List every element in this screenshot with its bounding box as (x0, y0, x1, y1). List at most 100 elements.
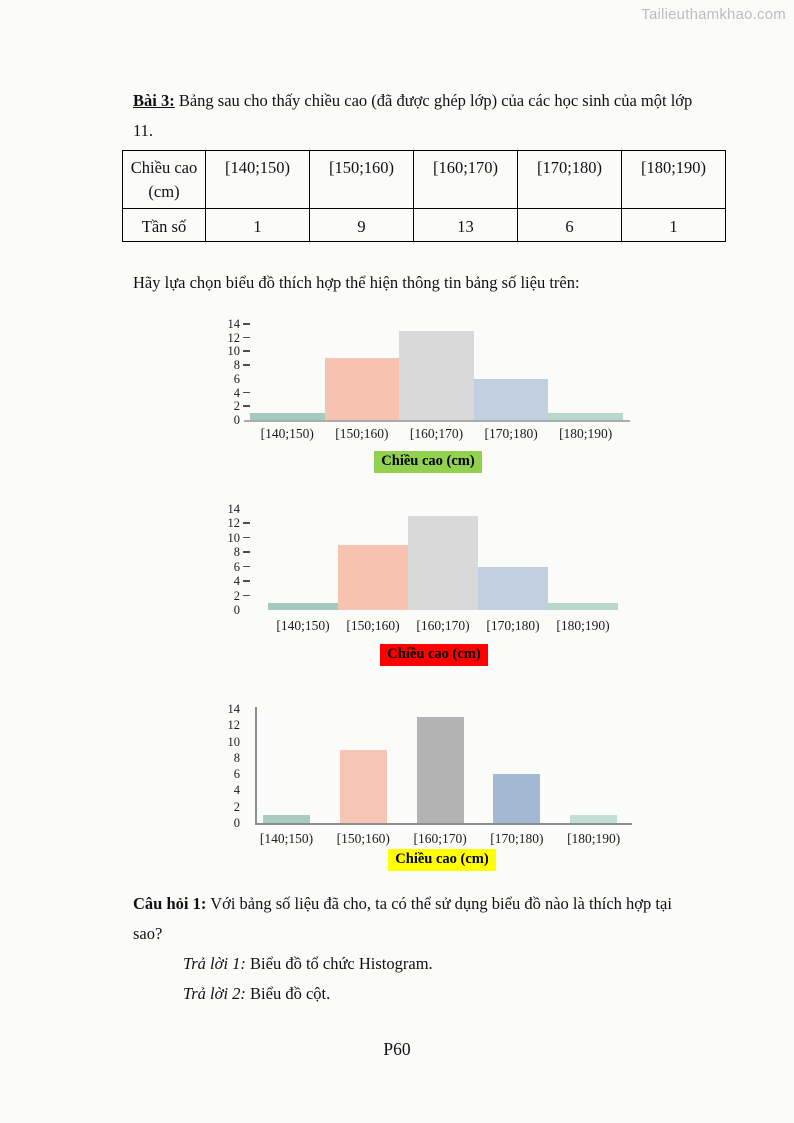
y-axis-tick-label: 10 (227, 734, 241, 749)
x-axis-tick-label: [150;160) (335, 426, 389, 441)
y-axis-tick-label: 0 (233, 413, 240, 427)
watermark: Tailieuthamkhao.com (641, 6, 786, 23)
frequency-cell: 9 (309, 208, 414, 242)
x-axis-tick-label: [160;170) (409, 426, 464, 441)
x-axis-title: Chiều cao (cm) (242, 644, 626, 666)
chart-prompt-text: Hãy lựa chọn biểu đồ thích hợp thể hiện … (133, 273, 580, 292)
x-axis-tick-label: [150;160) (346, 618, 400, 633)
x-axis-tick-label: [140;150) (259, 831, 314, 846)
bar (338, 545, 408, 610)
x-axis-tick-label: [160;170) (416, 618, 470, 633)
bar (399, 330, 474, 420)
bar (339, 749, 387, 823)
answer-1-label: Trả lời 1: (183, 954, 246, 973)
y-axis-tick-mark (243, 364, 250, 366)
bar (473, 378, 549, 420)
table-header-cell: Chiều cao (cm) (122, 150, 206, 209)
exercise-intro-text: Bảng sau cho thấy chiều cao (đã được ghé… (133, 91, 693, 140)
y-axis-tick-label: 14 (227, 317, 241, 331)
interval-cell: [150;160) (309, 150, 414, 209)
axis-title-label: Chiều cao (cm) (374, 451, 482, 473)
bar (548, 602, 618, 610)
frequency-table: Chiều cao (cm) [140;150) [150;160) [160;… (122, 150, 726, 242)
axis-title-label: Chiều cao (cm) (380, 644, 488, 666)
x-axis-tick-label: [140;150) (276, 618, 330, 633)
x-axis-tick-label: [180;190) (567, 831, 621, 846)
y-axis-tick-mark (243, 405, 250, 407)
chart-2-histogram-red-label: 0 2 4 6 8 10 12 14 [140;150) [150;160) [160;170) [1… (212, 502, 634, 678)
y-axis-tick-label: 14 (227, 702, 241, 716)
y-axis-tick-label: 10 (227, 530, 241, 545)
y-axis-tick-mark (243, 536, 250, 539)
frequency-cell: 6 (517, 208, 622, 242)
frequency-cell: 1 (205, 208, 310, 242)
axis-title-label: Chiều cao (cm) (388, 849, 496, 871)
y-axis-tick-mark (243, 580, 250, 582)
y-axis-tick-mark (243, 565, 250, 568)
row-label-cell: Tần số (122, 208, 206, 242)
y-axis-tick-label: 8 (233, 750, 240, 765)
y-axis-tick-mark (243, 594, 250, 597)
y-axis-tick-mark (243, 522, 250, 525)
header-label-line1: Chiều cao (130, 157, 198, 177)
answer-1: Trả lời 1: Biểu đồ tổ chức Histogram. (183, 949, 683, 979)
x-axis-tick-label: [180;190) (559, 426, 613, 441)
answer-2-label: Trả lời 2: (183, 984, 246, 1003)
interval-cell: [140;150) (205, 150, 310, 209)
bar (548, 413, 623, 420)
y-axis-tick-label: 6 (233, 559, 240, 574)
bar (478, 566, 548, 610)
chart-1-histogram-green-label: 0 2 4 6 8 10 12 14 [140;150) [150;160) [160;170) [1… (212, 317, 634, 485)
table-frequency-row: Tần số 1 9 13 6 1 (122, 208, 726, 242)
answer-2: Trả lời 2: Biểu đồ cột. (183, 979, 683, 1009)
bar (250, 413, 325, 420)
y-axis-tick-label: 4 (233, 385, 240, 400)
bar (416, 717, 464, 823)
interval-cell: [170;180) (517, 150, 622, 209)
x-axis-tick-label: [170;180) (486, 618, 540, 633)
bar (493, 774, 541, 823)
x-axis-tick-label: [170;180) (484, 426, 538, 441)
question-text: Với bảng số liệu đã cho, ta có thể sử dụ… (133, 894, 672, 943)
y-axis-tick-label: 8 (233, 545, 240, 560)
y-axis-tick-mark (243, 551, 250, 553)
bar (570, 814, 618, 823)
y-axis-tick-label: 2 (233, 799, 240, 814)
table-header-row: Chiều cao (cm) [140;150) [150;160) [160;… (122, 150, 726, 209)
x-axis-tick-label: [180;190) (556, 618, 610, 633)
bar (408, 516, 478, 610)
chart-3-bar-yellow-label: 0 2 4 6 8 10 12 14 [140;150) [150;160) [160;170) [1… (212, 702, 634, 883)
exercise-label: Bài 3: (133, 91, 175, 110)
y-axis-tick-label: 14 (227, 502, 241, 516)
y-axis-tick-mark (243, 391, 250, 394)
x-axis-line (255, 823, 632, 825)
frequency-cell: 1 (621, 208, 726, 242)
y-axis-tick-label: 6 (233, 371, 240, 386)
y-axis-tick-label: 10 (227, 344, 241, 359)
bar (268, 602, 338, 610)
frequency-cell: 13 (413, 208, 518, 242)
y-axis-tick-label: 2 (233, 399, 240, 414)
y-axis-line (255, 707, 257, 823)
answer-1-text: Biểu đồ tổ chức Histogram. (250, 954, 433, 973)
question-1: Câu hỏi 1: Với bảng số liệu đã cho, ta c… (133, 889, 699, 949)
y-axis-tick-mark (243, 336, 250, 339)
exercise-title: Bài 3: Bảng sau cho thấy chiều cao (đã đ… (133, 86, 711, 146)
page-number: P60 (383, 1039, 411, 1059)
header-label-line2: (cm) (148, 181, 180, 201)
y-axis-tick-label: 4 (233, 783, 240, 798)
x-axis-title: Chiều cao (cm) (236, 451, 620, 473)
y-axis-tick-label: 0 (233, 816, 240, 830)
answers: Trả lời 1: Biểu đồ tổ chức Histogram. Tr… (183, 949, 683, 1009)
y-axis-tick-mark (243, 323, 250, 325)
interval-cell: [160;170) (413, 150, 518, 209)
x-axis-tick-label: [170;180) (490, 831, 544, 846)
bar (263, 814, 310, 823)
y-axis-tick-label: 0 (233, 603, 240, 617)
x-axis-tick-label: [160;170) (413, 831, 467, 846)
x-axis-tick-label: [150;160) (336, 831, 390, 846)
y-axis-tick-label: 4 (233, 574, 240, 589)
y-axis-tick-label: 12 (227, 718, 241, 733)
x-axis-line (244, 420, 630, 422)
